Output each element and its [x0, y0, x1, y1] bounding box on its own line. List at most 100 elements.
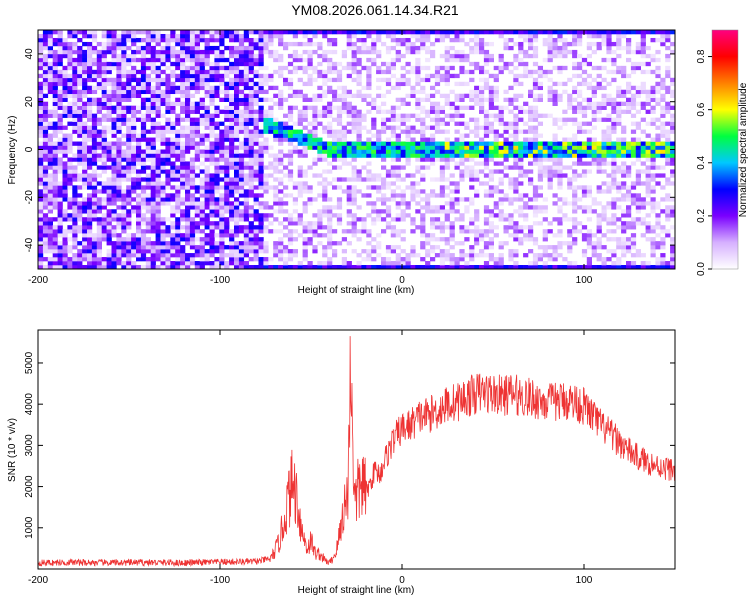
heatmap-cell	[141, 221, 146, 225]
heatmap-cell	[175, 217, 180, 221]
heatmap-cell	[636, 177, 641, 181]
heatmap-cell	[156, 110, 161, 114]
heatmap-cell	[151, 173, 156, 177]
heatmap-cell	[77, 201, 82, 205]
heatmap-cell	[97, 209, 102, 213]
heatmap-cell	[92, 161, 97, 165]
heatmap-cell	[214, 54, 219, 58]
heatmap-cell	[371, 185, 376, 189]
heatmap-cell	[459, 94, 464, 98]
heatmap-cell	[165, 50, 170, 54]
heatmap-cell	[244, 146, 249, 150]
heatmap-cell	[249, 70, 254, 74]
heatmap-cell	[347, 142, 352, 146]
heatmap-cell	[259, 34, 264, 38]
heatmap-cell	[263, 181, 268, 185]
heatmap-cell	[268, 30, 273, 34]
heatmap-cell	[420, 90, 425, 94]
heatmap-cell	[205, 261, 210, 265]
heatmap-cell	[337, 205, 342, 209]
heatmap-cell	[513, 233, 518, 237]
heatmap-cell	[63, 217, 68, 221]
heatmap-cell	[190, 30, 195, 34]
heatmap-cell	[92, 130, 97, 134]
heatmap-cell	[229, 50, 234, 54]
heatmap-cell	[185, 173, 190, 177]
heatmap-cell	[249, 50, 254, 54]
heatmap-cell	[175, 62, 180, 66]
heatmap-cell	[322, 78, 327, 82]
heatmap-cell	[151, 261, 156, 265]
heatmap-cell	[303, 82, 308, 86]
heatmap-cell	[48, 70, 53, 74]
heatmap-cell	[185, 146, 190, 150]
heatmap-cell	[146, 106, 151, 110]
heatmap-cell	[557, 233, 562, 237]
heatmap-cell	[371, 150, 376, 154]
heatmap-cell	[410, 253, 415, 257]
heatmap-cell	[396, 157, 401, 161]
heatmap-cell	[156, 130, 161, 134]
heatmap-cell	[268, 118, 273, 122]
heatmap-cell	[646, 181, 651, 185]
heatmap-cell	[58, 257, 63, 261]
heatmap-cell	[254, 102, 259, 106]
heatmap-cell	[572, 225, 577, 229]
heatmap-cell	[249, 177, 254, 181]
heatmap-cell	[655, 205, 660, 209]
heatmap-cell	[126, 177, 131, 181]
heatmap-cell	[180, 165, 185, 169]
heatmap-cell	[254, 249, 259, 253]
heatmap-cell	[121, 225, 126, 229]
heatmap-cell	[361, 257, 366, 261]
heatmap-cell	[63, 134, 68, 138]
heatmap-cell	[508, 122, 513, 126]
heatmap-cell	[484, 30, 489, 34]
heatmap-cell	[175, 142, 180, 146]
heatmap-cell	[234, 34, 239, 38]
heatmap-cell	[190, 118, 195, 122]
heatmap-cell	[616, 205, 621, 209]
heatmap-cell	[180, 102, 185, 106]
heatmap-cell	[474, 193, 479, 197]
heatmap-cell	[121, 134, 126, 138]
heatmap-cell	[577, 229, 582, 233]
heatmap-cell	[655, 217, 660, 221]
heatmap-cell	[435, 217, 440, 221]
heatmap-cell	[126, 233, 131, 237]
heatmap-cell	[48, 245, 53, 249]
heatmap-cell	[513, 94, 518, 98]
heatmap-cell	[631, 146, 636, 150]
heatmap-cell	[557, 177, 562, 181]
heatmap-cell	[376, 110, 381, 114]
heatmap-cell	[337, 146, 342, 150]
heatmap-cell	[504, 213, 509, 217]
heatmap-cell	[602, 102, 607, 106]
heatmap-cell	[582, 205, 587, 209]
heatmap-cell	[67, 213, 72, 217]
heatmap-cell	[126, 213, 131, 217]
heatmap-cell	[327, 213, 332, 217]
heatmap-cell	[224, 201, 229, 205]
heatmap-cell	[543, 209, 548, 213]
heatmap-cell	[77, 30, 82, 34]
heatmap-cell	[156, 217, 161, 221]
heatmap-cell	[513, 261, 518, 265]
heatmap-cell	[352, 94, 357, 98]
heatmap-cell	[58, 165, 63, 169]
heatmap-cell	[533, 257, 538, 261]
heatmap-cell	[146, 150, 151, 154]
heatmap-cell	[156, 197, 161, 201]
heatmap-cell	[170, 233, 175, 237]
heatmap-cell	[655, 257, 660, 261]
heatmap-cell	[606, 34, 611, 38]
heatmap-cell	[381, 257, 386, 261]
heatmap-cell	[327, 42, 332, 46]
heatmap-cell	[67, 74, 72, 78]
heatmap-cell	[474, 209, 479, 213]
heatmap-cell	[146, 114, 151, 118]
heatmap-cell	[205, 157, 210, 161]
heatmap-cell	[616, 153, 621, 157]
heatmap-cell	[161, 225, 166, 229]
heatmap-cell	[381, 130, 386, 134]
